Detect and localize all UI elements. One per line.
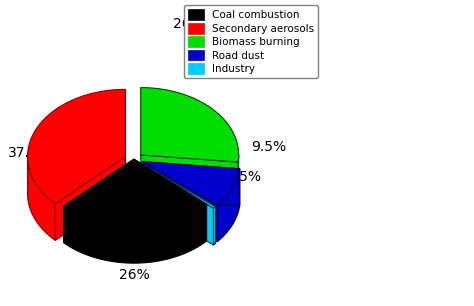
Polygon shape: [217, 169, 240, 242]
Polygon shape: [55, 157, 126, 241]
Polygon shape: [64, 159, 207, 226]
Polygon shape: [27, 158, 55, 241]
Text: 37.3%: 37.3%: [8, 146, 52, 160]
Polygon shape: [64, 159, 134, 243]
Polygon shape: [142, 162, 240, 205]
Polygon shape: [141, 163, 216, 244]
Text: 0.5%: 0.5%: [227, 170, 262, 185]
Polygon shape: [142, 162, 240, 206]
Legend: Coal combustion, Secondary aerosols, Biomass burning, Road dust, Industry: Coal combustion, Secondary aerosols, Bio…: [184, 5, 319, 78]
Polygon shape: [27, 89, 126, 204]
Text: 26%: 26%: [118, 268, 149, 282]
Polygon shape: [142, 162, 217, 242]
Polygon shape: [141, 155, 238, 199]
Text: 9.5%: 9.5%: [251, 140, 286, 154]
Polygon shape: [213, 207, 216, 245]
Polygon shape: [141, 163, 213, 245]
Polygon shape: [141, 163, 216, 208]
Text: 26.7%: 26.7%: [173, 17, 217, 32]
Polygon shape: [134, 159, 207, 241]
Polygon shape: [238, 155, 239, 199]
Polygon shape: [64, 204, 207, 263]
Polygon shape: [141, 88, 239, 162]
